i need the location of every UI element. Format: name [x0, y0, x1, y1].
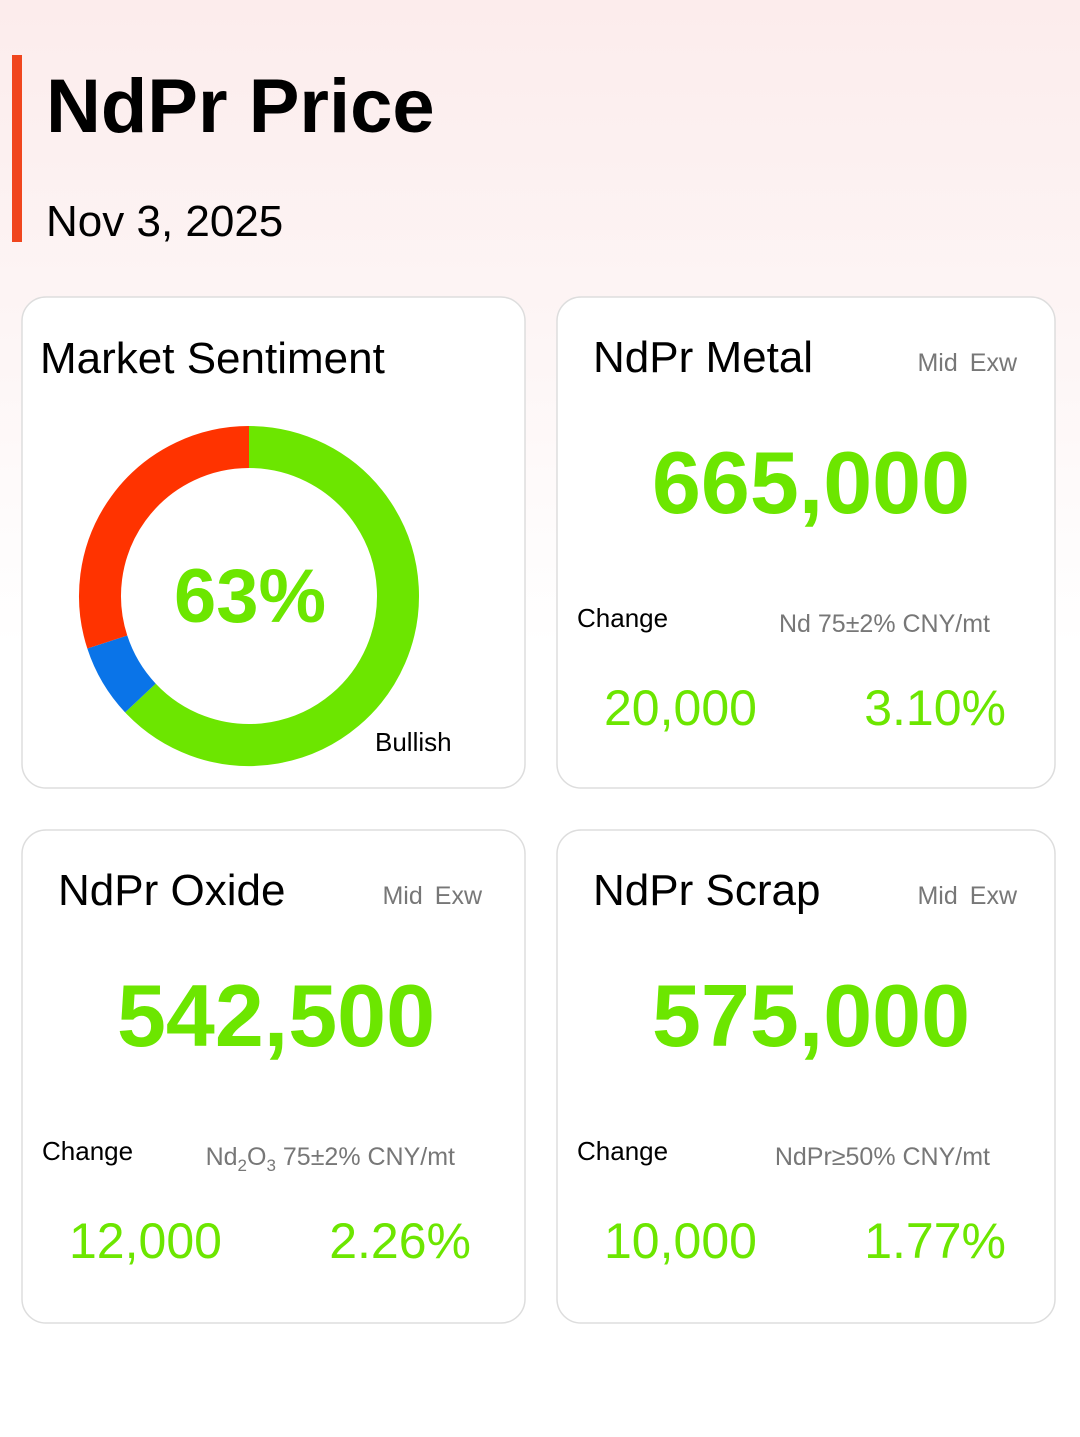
- price: 575,000: [652, 966, 970, 1065]
- change-percent: 2.26%: [329, 1213, 471, 1269]
- change-percent: 3.10%: [864, 680, 1006, 736]
- price-tag: Exw: [970, 349, 1018, 377]
- card: [556, 296, 1056, 789]
- change-label: Change: [577, 603, 668, 633]
- price-tag: Exw: [970, 882, 1018, 910]
- spec-part: 75±2% CNY/mt: [276, 1143, 455, 1171]
- price-tags: Mid Exw: [917, 349, 1017, 377]
- price: 665,000: [652, 433, 970, 532]
- price-tag: Mid: [382, 882, 422, 910]
- price-tags: Mid Exw: [917, 882, 1017, 910]
- spec: Nd2O3 75±2% CNY/mt: [206, 1143, 455, 1175]
- spec-part: Nd: [206, 1143, 238, 1171]
- change-percent: 1.77%: [864, 1213, 1006, 1269]
- card-title: NdPr Metal: [593, 333, 813, 382]
- donut-chart: [79, 426, 419, 766]
- spec-part: 2: [238, 1156, 247, 1175]
- spec: NdPr≥50% CNY/mt: [775, 1143, 990, 1171]
- card: [556, 829, 1056, 1324]
- price-tag: Mid: [917, 882, 957, 910]
- donut-segment: [79, 426, 250, 649]
- spec-part: 3: [266, 1156, 275, 1175]
- spec-part: Nd 75±2% CNY/mt: [779, 610, 990, 638]
- change-value: 20,000: [604, 680, 757, 736]
- price-tag: Mid: [917, 349, 957, 377]
- card-title: NdPr Oxide: [58, 866, 285, 915]
- price: 542,500: [117, 966, 435, 1065]
- spec: Nd 75±2% CNY/mt: [779, 610, 990, 638]
- segment-label: Bullish: [375, 727, 452, 757]
- change-value: 12,000: [69, 1213, 222, 1269]
- card-title: Market Sentiment: [40, 334, 385, 383]
- center-label: 63%: [174, 554, 326, 639]
- donut-segment: [125, 426, 419, 766]
- card: [21, 829, 526, 1324]
- change-label: Change: [577, 1136, 668, 1166]
- change-label: Change: [42, 1136, 133, 1166]
- accent-bar: [12, 55, 22, 242]
- date: Nov 3, 2025: [46, 197, 283, 246]
- change-value: 10,000: [604, 1213, 757, 1269]
- price-cards: NdPr Metal Mid Exw 665,000 Change Nd 75±2% CN…: [42, 333, 1018, 1269]
- spec-part: O: [247, 1143, 266, 1171]
- spec-part: NdPr≥50% CNY/mt: [775, 1143, 990, 1171]
- price-tag: Exw: [435, 882, 483, 910]
- price-tags: Mid Exw: [382, 882, 482, 910]
- donut-segment: [87, 634, 157, 713]
- card-title: NdPr Scrap: [593, 866, 820, 915]
- page-title: NdPr Price: [46, 64, 435, 149]
